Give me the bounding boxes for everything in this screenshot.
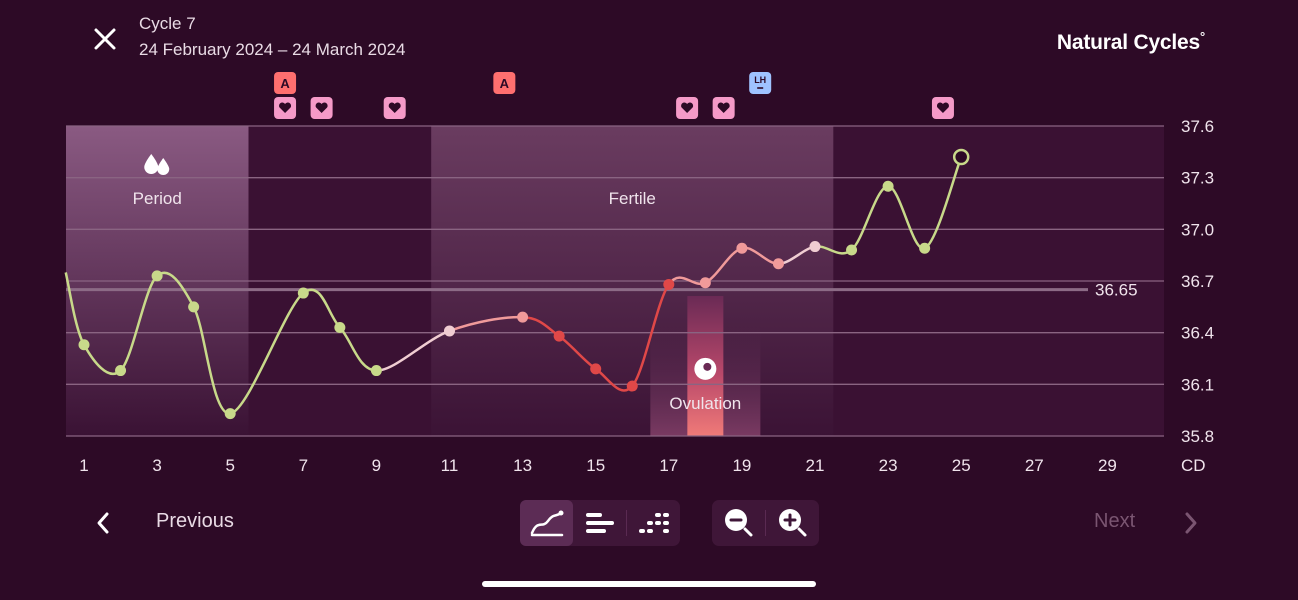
- x-tick-label: 21: [806, 456, 825, 475]
- x-tick-label: 11: [441, 456, 459, 475]
- temperature-point: [224, 408, 236, 420]
- temperature-line-segment: [192, 306, 231, 415]
- bars-view-button[interactable]: [573, 500, 626, 546]
- temperature-point: [699, 277, 711, 289]
- temperature-point: [809, 241, 821, 253]
- temperature-line-segment: [631, 283, 670, 387]
- temperature-point: [626, 380, 638, 392]
- temperature-line-segment: [229, 292, 305, 415]
- bars-view-icon: [585, 513, 614, 533]
- graph-view-icon: [530, 510, 563, 537]
- marker-label: LH: [754, 75, 766, 85]
- x-axis-label: CD: [1181, 456, 1206, 475]
- heart-icon: [681, 102, 694, 113]
- lh-test-marker: [749, 72, 772, 94]
- chevron-right-icon[interactable]: [1180, 508, 1202, 538]
- test-A-marker: [274, 72, 297, 94]
- drops-icon: [144, 154, 170, 175]
- temperature-point: [78, 339, 90, 351]
- temperature-point: [115, 365, 127, 377]
- heart-icon: [315, 102, 328, 113]
- temperature-chart[interactable]: Period FertileOvulation35.836.136.436.737…: [0, 60, 1298, 490]
- x-tick-label: 23: [879, 456, 898, 475]
- view-mode-switcher: [520, 500, 680, 546]
- cycle-date-range: 24 February 2024 – 24 March 2024: [139, 40, 406, 59]
- coverline-label: 36.65: [1095, 281, 1138, 300]
- temperature-point: [444, 325, 455, 337]
- x-tick-label: 17: [659, 456, 678, 475]
- chevron-left-icon[interactable]: [92, 508, 114, 538]
- heart-icon: [936, 102, 949, 113]
- zoom-controls: [712, 500, 819, 546]
- x-tick-label: 5: [225, 456, 234, 475]
- zoom-out-icon: [724, 509, 752, 537]
- y-tick-label: 36.7: [1181, 272, 1214, 291]
- x-tick-label: 27: [1025, 456, 1044, 475]
- temperature-point: [882, 180, 894, 192]
- previous-button[interactable]: Previous: [156, 510, 234, 532]
- temperature-point: [736, 242, 748, 254]
- y-tick-label: 35.8: [1181, 427, 1214, 446]
- temperature-point: [334, 322, 346, 333]
- dots-view-button[interactable]: [627, 500, 680, 546]
- y-tick-label: 37.0: [1181, 220, 1214, 239]
- heart-icon: [717, 102, 730, 113]
- y-tick-label: 37.6: [1181, 117, 1214, 136]
- x-tick-label: 9: [372, 456, 381, 475]
- temperature-line-segment: [64, 272, 86, 346]
- y-tick-label: 36.4: [1181, 324, 1214, 343]
- temperature-point: [590, 363, 602, 375]
- temperature-point: [151, 270, 163, 282]
- temperature-point: [772, 258, 784, 270]
- temperature-line-segment: [119, 274, 159, 372]
- temperature-point: [919, 242, 931, 254]
- x-tick-label: 29: [1098, 456, 1117, 475]
- x-tick-label: 3: [152, 456, 161, 475]
- marker-label: A: [500, 76, 510, 91]
- next-button[interactable]: Next: [1094, 510, 1136, 532]
- temperature-point: [370, 365, 382, 377]
- x-tick-label: 15: [586, 456, 605, 475]
- temperature-point: [846, 244, 858, 256]
- ovulation-label: Ovulation: [669, 394, 741, 413]
- temperature-point: [553, 330, 565, 342]
- temperature-point: [188, 301, 200, 313]
- temperature-line-segment: [376, 329, 450, 372]
- y-tick-label: 36.1: [1181, 375, 1214, 394]
- close-icon[interactable]: [92, 26, 118, 52]
- temperature-point: [663, 278, 675, 290]
- x-tick-label: 25: [952, 456, 971, 475]
- y-tick-label: 37.3: [1181, 169, 1214, 188]
- marker-label: A: [280, 76, 290, 91]
- zone-label-period: Period: [133, 189, 182, 208]
- toolbar-divider: [626, 510, 627, 536]
- zoom-out-button[interactable]: [712, 500, 765, 546]
- today-point: [952, 148, 970, 166]
- temperature-point: [517, 311, 529, 323]
- heart-icon: [388, 102, 401, 113]
- dots-view-icon: [638, 513, 669, 533]
- x-tick-label: 19: [732, 456, 751, 475]
- zoom-in-icon: [778, 509, 806, 537]
- test-A-marker: [493, 72, 516, 94]
- zoom-in-button[interactable]: [766, 500, 819, 546]
- zone-label-fertile: Fertile: [609, 189, 656, 208]
- graph-view-button[interactable]: [520, 500, 573, 546]
- x-tick-label: 13: [513, 456, 532, 475]
- home-indicator: [482, 581, 816, 587]
- brand-logo: Natural Cycles°: [1056, 29, 1205, 54]
- x-tick-label: 1: [79, 456, 88, 475]
- x-tick-label: 7: [299, 456, 308, 475]
- toolbar-divider: [765, 510, 766, 536]
- cycle-title: Cycle 7: [139, 14, 196, 33]
- heart-icon: [279, 102, 292, 113]
- temperature-point: [297, 287, 309, 299]
